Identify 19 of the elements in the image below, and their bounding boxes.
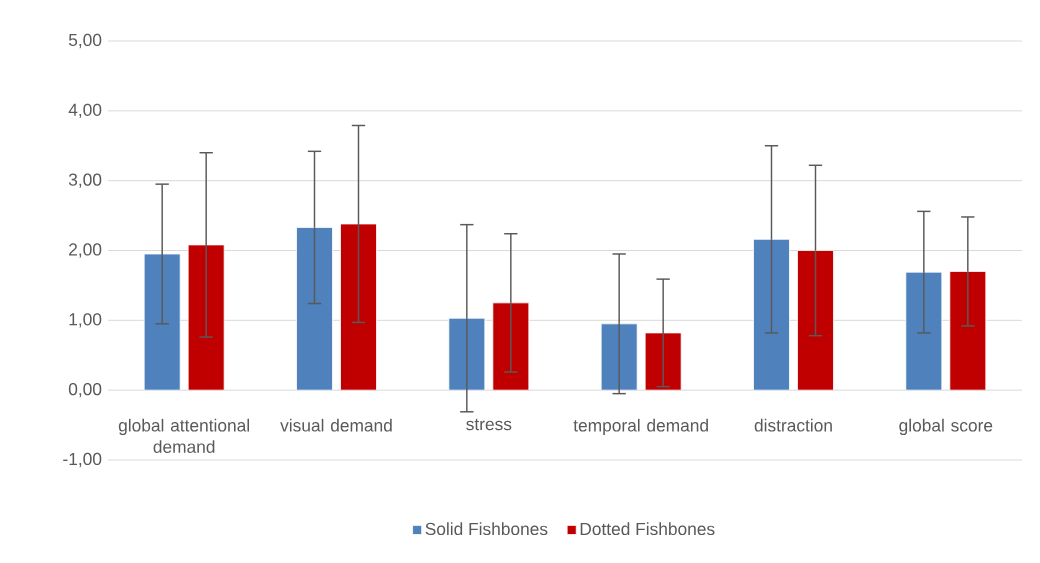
x-tick-label: global attentional demand [118, 418, 249, 453]
bar [448, 317, 486, 391]
y-tick-label: 2,00 [69, 243, 102, 258]
x-tick-label: distraction [754, 418, 832, 432]
bar [949, 271, 987, 391]
y-tick-label: 4,00 [68, 103, 102, 118]
x-tick-label: global score [899, 418, 993, 436]
y-tick-label: -1,00 [63, 452, 102, 468]
y-tick-label: 3,00 [68, 173, 102, 188]
y-tick-label: 0,00 [68, 382, 102, 398]
bar [296, 227, 333, 391]
x-tick-label: visual demand [280, 418, 392, 432]
bar [600, 323, 638, 391]
y-tick-label: 1,00 [69, 313, 102, 328]
x-tick-label: stress [466, 418, 512, 431]
legend-label: Solid Fishbones [425, 522, 548, 536]
y-tick-label: 5,00 [68, 33, 102, 49]
legend-label: Dotted Fishbones [580, 522, 715, 536]
x-tick-label: temporal demand [573, 418, 708, 436]
